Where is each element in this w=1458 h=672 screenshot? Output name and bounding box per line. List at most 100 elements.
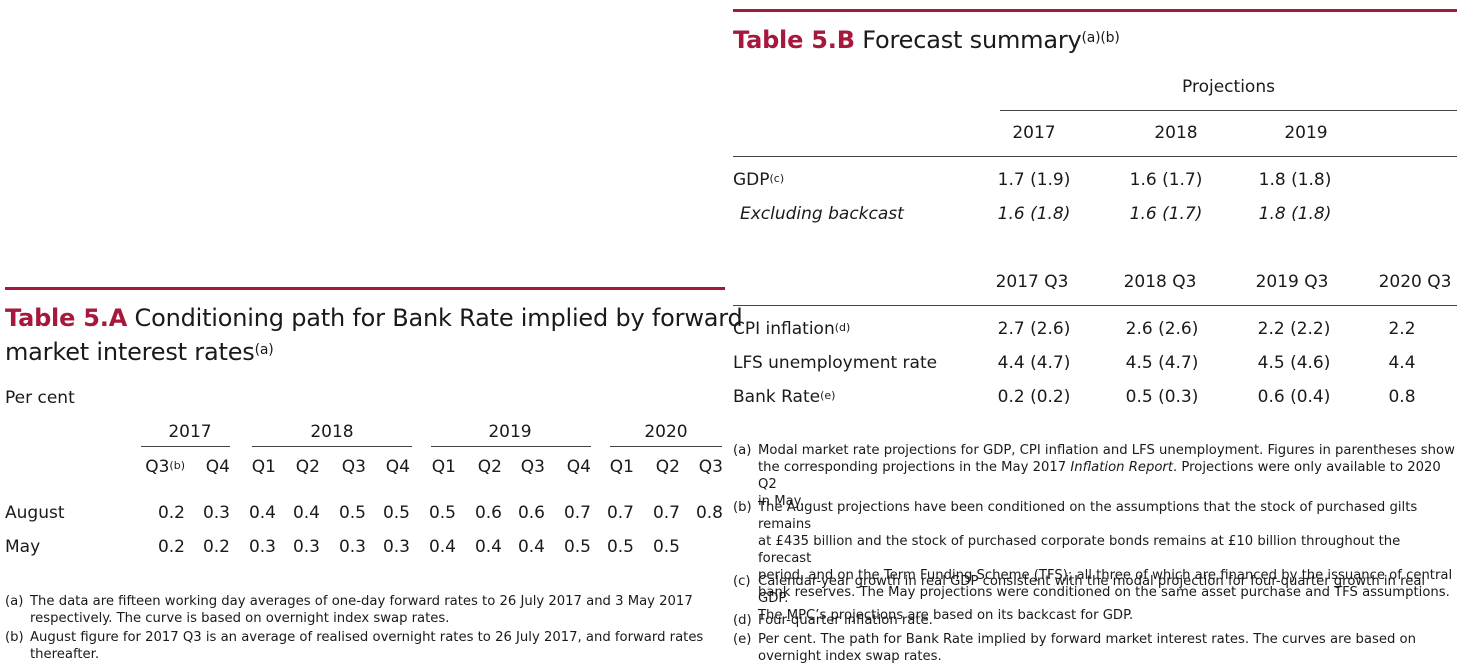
table-b-footnote-b: (b) The August projections have been con… (733, 500, 1453, 600)
table-b-excl-label: Excluding backcast (740, 204, 904, 224)
table-b-gdp-2019: 1.8 (1.8) (1258, 170, 1332, 190)
table-b-cell: 2.2 (2.2) (1257, 319, 1331, 339)
table-b-cell: 4.4 (4.7) (997, 353, 1071, 373)
table-a-quarter: Q4 (566, 457, 591, 477)
table-b-projections-label: Projections (1182, 77, 1275, 97)
table-b-title: Table 5.B Forecast summary(a)(b) (733, 24, 1120, 56)
table-a-cell: 0.7 (563, 503, 591, 523)
table-a-title-sup: (a) (254, 342, 274, 358)
table-a-quarter: Q2 (295, 457, 320, 477)
table-b-cell: 0.2 (0.2) (997, 387, 1071, 407)
table-b-footnote-e: (e) Per cent. The path for Bank Rate imp… (733, 632, 1416, 664)
table-a-cell: 0.6 (517, 503, 545, 523)
table-a-quarter: Q4 (205, 457, 230, 477)
table-b-excl-2017: 1.6 (1.8) (997, 204, 1071, 224)
table-b-footnote-a: (a) Modal market rate projections for GD… (733, 443, 1455, 509)
table-a-cell: 0.5 (338, 503, 366, 523)
table-a-year-2017: 2017 (168, 422, 212, 442)
table-b-projections-rule (1000, 110, 1457, 111)
table-a-quarter: Q3 (698, 457, 723, 477)
table-a-year-underline-2017 (141, 446, 230, 447)
table-a-year-underline-2018 (252, 446, 412, 447)
table-a-cell: 0.4 (428, 537, 456, 557)
table-a-quarter: Q3(b) (145, 457, 185, 477)
table-a-footnote-a: (a) The data are fifteen working day ave… (5, 594, 693, 626)
table-b-quarter-rule (733, 305, 1457, 306)
table-a-cell: 0.5 (606, 537, 634, 557)
table-a-cell: 0.5 (563, 537, 591, 557)
table-a-number: Table 5.A (5, 304, 128, 332)
table-a-year-2019: 2019 (488, 422, 532, 442)
table-a-quarter: Q1 (431, 457, 456, 477)
table-a-quarter: Q4 (385, 457, 410, 477)
table-b-cell: 2.7 (2.6) (997, 319, 1071, 339)
table-a-year-underline-2020 (610, 446, 722, 447)
table-a-title-line1: Conditioning path for Bank Rate implied … (134, 304, 743, 332)
table-b-row-label: CPI inflation(d) (733, 319, 851, 339)
table-a-cell: 0.7 (652, 503, 680, 523)
table-b-quarter-2020q3: 2020 Q3 (1378, 272, 1452, 292)
table-a-unit: Per cent (5, 388, 75, 408)
table-b-gdp-2017: 1.7 (1.9) (997, 170, 1071, 190)
table-a-cell: 0.5 (382, 503, 410, 523)
table-a-cell: 0.3 (202, 503, 230, 523)
table-b-quarter-2019q3: 2019 Q3 (1255, 272, 1329, 292)
table-b-cell: 0.6 (0.4) (1257, 387, 1331, 407)
table-b-footnote-c: (c) Calendar-year growth in real GDP con… (733, 574, 1426, 623)
table-a-cell: 0.6 (474, 503, 502, 523)
table-b-cell: 0.5 (0.3) (1125, 387, 1199, 407)
table-a-cell: 0.7 (606, 503, 634, 523)
table-a-quarter: Q2 (655, 457, 680, 477)
table-b-title-sup: (a)(b) (1081, 30, 1120, 46)
table-b-excl-2019: 1.8 (1.8) (1258, 204, 1332, 224)
table-b-title-text: Forecast summary (862, 26, 1082, 54)
table-a-quarter: Q3 (520, 457, 545, 477)
table-a-cell: 0.8 (695, 503, 723, 523)
table-a-cell: 0.4 (248, 503, 276, 523)
table-a-cell: 0.3 (338, 537, 366, 557)
table-b-number: Table 5.B (733, 26, 855, 54)
table-a-year-2018: 2018 (310, 422, 354, 442)
table-b-quarter-2017q3: 2017 Q3 (995, 272, 1069, 292)
table-a-cell: 0.2 (157, 503, 185, 523)
table-a-title-line2: market interest rates (5, 338, 255, 366)
table-a-footnote-b: (b) August figure for 2017 Q3 is an aver… (5, 630, 704, 662)
table-a-cell: 0.3 (382, 537, 410, 557)
table-a-cell: 0.4 (292, 503, 320, 523)
table-a-row-label-may: May (5, 537, 41, 557)
table-a-cell: 0.5 (428, 503, 456, 523)
table-b-year-2017: 2017 (1012, 123, 1056, 143)
table-b-gdp-label: GDP(c) (733, 170, 785, 190)
table-a-cell: 0.4 (474, 537, 502, 557)
table-a-year-underline-2019 (431, 446, 591, 447)
table-a-quarter: Q1 (609, 457, 634, 477)
table-a-cell: 0.3 (248, 537, 276, 557)
table-b-cell: 4.5 (4.7) (1125, 353, 1199, 373)
table-b-year-2018: 2018 (1154, 123, 1198, 143)
table-a-year-2020: 2020 (644, 422, 688, 442)
table-a-cell: 0.3 (292, 537, 320, 557)
table-b-cell: 0.8 (1388, 387, 1416, 407)
table-b-gdp-2018: 1.6 (1.7) (1129, 170, 1203, 190)
table-a-title-2: market interest rates(a) (5, 336, 274, 368)
table-a-quarter-sup: (b) (169, 459, 185, 472)
table-b-cell: 4.5 (4.6) (1257, 353, 1331, 373)
table-a-quarter: Q1 (251, 457, 276, 477)
table-a-cell: 0.2 (157, 537, 185, 557)
table-b-year-2019: 2019 (1284, 123, 1328, 143)
table-b-cell: 4.4 (1388, 353, 1416, 373)
table-a-row-label-august: August (5, 503, 65, 523)
table-a-quarter: Q3 (341, 457, 366, 477)
table-b-row-label: LFS unemployment rate (733, 353, 938, 373)
table-b-excl-2018: 1.6 (1.7) (1129, 204, 1203, 224)
table-a-quarter: Q2 (477, 457, 502, 477)
table-a-cell: 0.2 (202, 537, 230, 557)
table-b-cell: 2.2 (1388, 319, 1416, 339)
table-b-footnote-d: (d) Four-quarter inflation rate. (733, 613, 933, 628)
table-a-top-rule (5, 287, 725, 290)
table-a-cell: 0.4 (517, 537, 545, 557)
table-b-quarter-2018q3: 2018 Q3 (1123, 272, 1197, 292)
table-a-title: Table 5.A Conditioning path for Bank Rat… (5, 302, 743, 334)
table-b-year-rule (733, 156, 1457, 157)
table-b-cell: 2.6 (2.6) (1125, 319, 1199, 339)
